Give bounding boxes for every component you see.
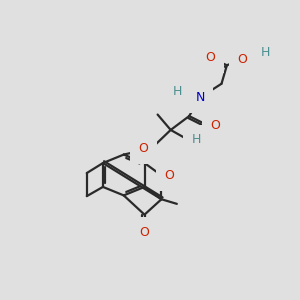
Text: O: O	[139, 142, 148, 155]
Text: H: H	[261, 46, 270, 59]
Text: O: O	[164, 169, 174, 182]
Text: H: H	[173, 85, 182, 98]
Text: O: O	[211, 119, 220, 132]
Text: O: O	[237, 52, 247, 66]
Text: O: O	[205, 51, 215, 64]
Text: O: O	[140, 226, 149, 239]
Text: N: N	[195, 91, 205, 104]
Text: H: H	[191, 134, 201, 146]
